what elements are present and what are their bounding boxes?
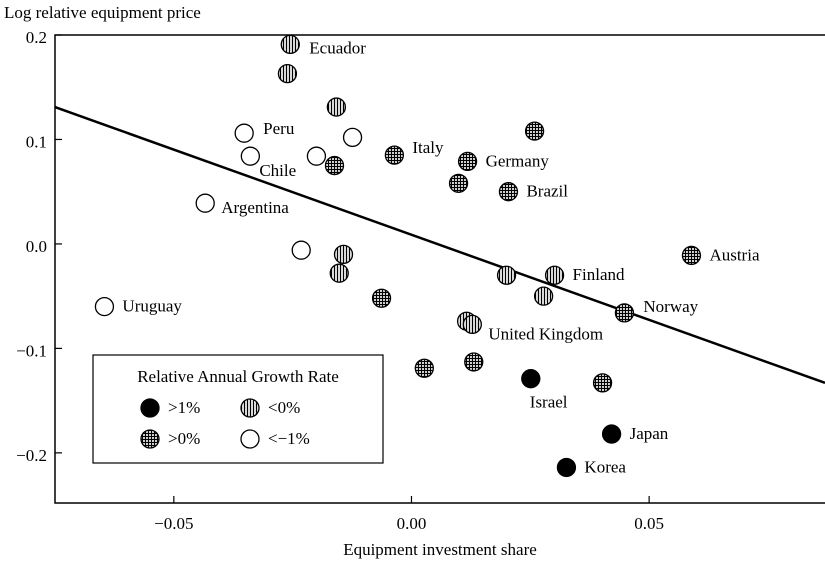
data-point	[592, 373, 613, 393]
legend: Relative Annual Growth Rate >1% <0% >0% <−1%	[92, 354, 384, 464]
data-point	[544, 265, 565, 285]
data-point	[448, 173, 469, 193]
x-tick-label: 0.05	[634, 514, 664, 533]
y-axis-label: Log relative equipment price	[4, 3, 201, 22]
y-tick-label: 0.1	[26, 132, 47, 151]
data-point	[240, 146, 261, 166]
legend-title: Relative Annual Growth Rate	[137, 367, 339, 386]
fit-line	[54, 105, 825, 385]
data-point	[521, 369, 541, 389]
data-point	[277, 64, 298, 84]
point-label: Finland	[573, 265, 625, 284]
point-label: Israel	[530, 393, 568, 412]
data-point	[533, 286, 554, 306]
data-point	[498, 182, 519, 202]
y-tick-label: 0.2	[26, 28, 47, 47]
data-point	[601, 424, 622, 444]
data-point	[414, 358, 434, 378]
point-label: Uruguay	[122, 297, 182, 316]
data-point	[306, 146, 327, 166]
data-point	[496, 265, 517, 285]
legend-marker	[240, 429, 260, 449]
y-tick-label: 0.0	[26, 237, 47, 256]
point-label: Austria	[709, 245, 760, 264]
point-label: Argentina	[221, 198, 289, 217]
data-point	[384, 145, 405, 165]
data-point	[195, 193, 215, 213]
data-point	[280, 34, 300, 55]
data-point	[94, 296, 115, 317]
point-label: Korea	[584, 457, 626, 476]
data-point	[556, 457, 577, 478]
x-axis-label: Equipment investment share	[343, 540, 537, 559]
data-point	[681, 245, 702, 266]
data-point	[524, 121, 545, 141]
point-label: Ecuador	[309, 38, 366, 57]
data-point	[464, 352, 484, 372]
legend-marker	[140, 429, 160, 449]
legend-label: <−1%	[268, 429, 310, 448]
data-point	[462, 314, 482, 335]
point-label: United Kingdom	[488, 324, 603, 343]
data-point	[324, 155, 345, 176]
plot-frame	[54, 34, 825, 504]
legend-marker	[240, 398, 260, 418]
x-tick-label: 0.00	[397, 514, 427, 533]
point-label: Norway	[643, 297, 698, 316]
legend-label: >0%	[168, 429, 200, 448]
data-point	[457, 151, 478, 172]
point-label: Italy	[412, 138, 444, 157]
point-label: Brazil	[526, 182, 568, 201]
point-label: Germany	[486, 151, 550, 170]
point-label: Peru	[263, 119, 295, 138]
data-point	[326, 97, 347, 117]
data-point	[333, 244, 354, 265]
data-point	[371, 288, 392, 308]
x-tick-label: −0.05	[154, 514, 193, 533]
legend-label: <0%	[268, 398, 300, 417]
point-label: Chile	[259, 161, 296, 180]
data-point	[614, 303, 635, 323]
y-tick-label: −0.1	[16, 341, 47, 360]
data-point	[329, 263, 349, 283]
legend-marker	[140, 398, 160, 418]
data-point	[234, 123, 254, 143]
data-point	[291, 240, 311, 260]
y-tick-label: −0.2	[16, 446, 47, 465]
data-point	[342, 127, 363, 148]
point-label: Japan	[630, 424, 669, 443]
legend-label: >1%	[168, 398, 200, 417]
